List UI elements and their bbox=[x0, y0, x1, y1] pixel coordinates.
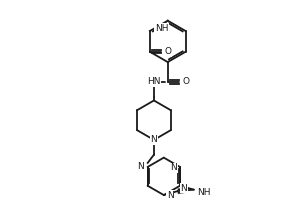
Text: O: O bbox=[183, 77, 190, 86]
Text: N: N bbox=[137, 162, 144, 171]
Text: N: N bbox=[170, 163, 177, 172]
Text: N: N bbox=[167, 191, 173, 200]
Text: NH: NH bbox=[155, 24, 168, 33]
Text: O: O bbox=[164, 47, 171, 56]
Text: HN: HN bbox=[147, 77, 161, 86]
Text: NH: NH bbox=[197, 188, 210, 197]
Text: N: N bbox=[151, 135, 157, 144]
Text: N: N bbox=[181, 184, 187, 193]
